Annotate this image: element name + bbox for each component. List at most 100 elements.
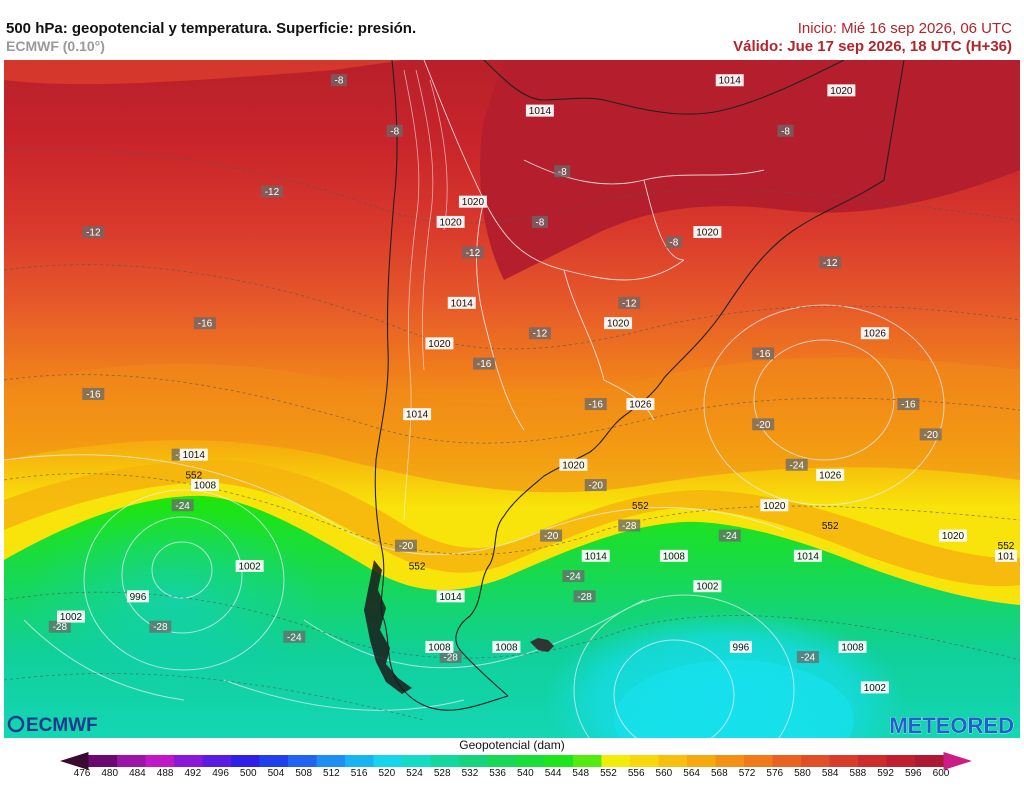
color-scale-swatch	[829, 755, 859, 767]
temperature-label: -16	[584, 398, 607, 411]
pressure-label-bg	[458, 195, 487, 208]
temperature-label: -24	[283, 630, 306, 643]
temperature-label: -28	[573, 590, 596, 603]
color-scale-tick-label: 552	[600, 768, 617, 779]
color-scale-tick-label: 572	[738, 768, 756, 779]
temperature-label-text: -24	[801, 653, 816, 664]
pressure-label-bg	[126, 590, 149, 603]
temperature-label-bg	[193, 317, 216, 330]
pressure-label-text: 1020	[439, 217, 462, 228]
pressure-label: 1014	[793, 549, 822, 562]
temperature-label-text: -20	[756, 420, 771, 431]
temperature-label-bg	[618, 519, 641, 532]
color-scale-tick-label: 568	[710, 768, 728, 779]
temperature-label: -20	[394, 539, 417, 552]
color-scale-tick-label: 560	[655, 768, 673, 779]
color-scale-swatch	[459, 755, 488, 767]
temperature-label-bg	[149, 620, 172, 633]
color-scale-tick-label: 580	[794, 768, 811, 779]
color-scale-swatch	[630, 755, 659, 767]
pressure-label-bg	[56, 610, 85, 623]
pressure-label: 1014	[179, 448, 208, 461]
pressure-label-bg	[604, 317, 633, 330]
temperature-label-text: -24	[789, 460, 804, 471]
temperature-label-text: -28	[443, 653, 458, 664]
temperature-label-bg	[82, 226, 105, 239]
pressure-label: 1020	[458, 195, 487, 208]
pressure-label-bg	[860, 327, 889, 340]
pressure-label-bg	[760, 499, 789, 512]
valid-time: Válido: Jue 17 sep 2026, 18 UTC (H+36)	[733, 38, 1012, 55]
color-scale-swatch	[202, 755, 232, 767]
temperature-label-text: -8	[669, 238, 678, 249]
color-scale-tick-label: 600	[932, 768, 950, 779]
temperature-label: -28	[149, 620, 172, 633]
temperature-label-bg	[785, 458, 808, 471]
temperature-label: -8	[330, 74, 347, 87]
pressure-label-text: 1008	[663, 551, 686, 562]
color-scale-tick-label: 528	[433, 768, 451, 779]
temperature-label: -16	[82, 387, 105, 400]
color-scale-tick-label: 508	[295, 768, 313, 779]
temperature-label-text: -16	[901, 400, 916, 411]
pressure-label-bg	[827, 84, 856, 97]
temperature-label: -12	[618, 296, 641, 309]
color-scale-swatch	[573, 755, 602, 767]
pressure-label-bg	[693, 580, 722, 593]
pressure-label: 1020	[693, 226, 722, 239]
orange-band	[4, 357, 1020, 493]
pressure-label-text: 1002	[696, 582, 719, 593]
height-label: 552	[185, 470, 202, 481]
pressure-label: 1002	[693, 580, 722, 593]
temperature-label-text: -16	[86, 389, 101, 400]
pressure-label-bg	[190, 479, 219, 492]
color-scale-tick-label: 524	[406, 768, 423, 779]
pressure-label-bg	[793, 549, 822, 562]
pressure-label-bg	[559, 458, 588, 471]
forecast-map[interactable]: -8 -8 -8 -8 -8 -8 -12 -12 -12 -12 -12 -12 -16 -16 -16 -…	[4, 60, 1020, 738]
color-scale-swatch	[88, 755, 118, 767]
color-scale-swatch	[259, 755, 289, 767]
color-scale-swatch	[858, 755, 887, 767]
model-label: ECMWF (0.10°)	[6, 38, 105, 54]
temperature-label-bg	[554, 165, 571, 178]
pressure-label-text: 1002	[864, 683, 887, 694]
temperature-label-bg	[48, 620, 71, 633]
pressure-label-text: 1002	[239, 561, 262, 572]
height-label: 552	[409, 561, 426, 572]
pressure-label-text: 101	[998, 551, 1015, 562]
temperature-label-text: -12	[823, 258, 838, 269]
pressure-label-text: 1020	[696, 228, 719, 239]
map-title: 500 hPa: geopotencial y temperatura. Sup…	[6, 20, 417, 37]
pressure-label-text: 1020	[607, 319, 630, 330]
pressure-label: 1020	[436, 215, 465, 228]
temperature-label: -20	[919, 428, 942, 441]
pressure-isobars	[4, 304, 945, 738]
temperature-label: -28	[48, 620, 71, 633]
height-label-text: 552	[409, 561, 426, 572]
pressure-label: 1026	[816, 468, 845, 481]
temperature-label-bg	[752, 347, 775, 360]
temperature-label-text: -12	[265, 187, 280, 198]
temperature-label-bg	[260, 185, 283, 198]
temperature-label-text: -12	[466, 248, 481, 259]
color-scale-swatch	[915, 755, 944, 767]
pressure-label-text: 1020	[462, 197, 485, 208]
temperature-label: -16	[193, 317, 216, 330]
pressure-label-bg	[816, 468, 845, 481]
color-scale-swatch	[658, 755, 688, 767]
color-scale-tick-label: 488	[156, 768, 174, 779]
color-scale-tick-label: 512	[323, 768, 340, 779]
temperature-label-bg	[386, 124, 403, 137]
temperature-label: -16	[897, 398, 920, 411]
pressure-label: 1020	[559, 458, 588, 471]
pressure-label-text: 1008	[194, 481, 217, 492]
temperature-label-text: -28	[577, 592, 592, 603]
pressure-label-bg	[447, 296, 476, 309]
height-label: 552	[632, 501, 649, 512]
color-scale-swatch	[60, 752, 89, 770]
temperature-label-bg	[562, 570, 585, 583]
pressure-label: 1014	[436, 590, 465, 603]
temperature-label-text: -28	[153, 622, 168, 633]
temperature-label: -28	[439, 651, 462, 664]
